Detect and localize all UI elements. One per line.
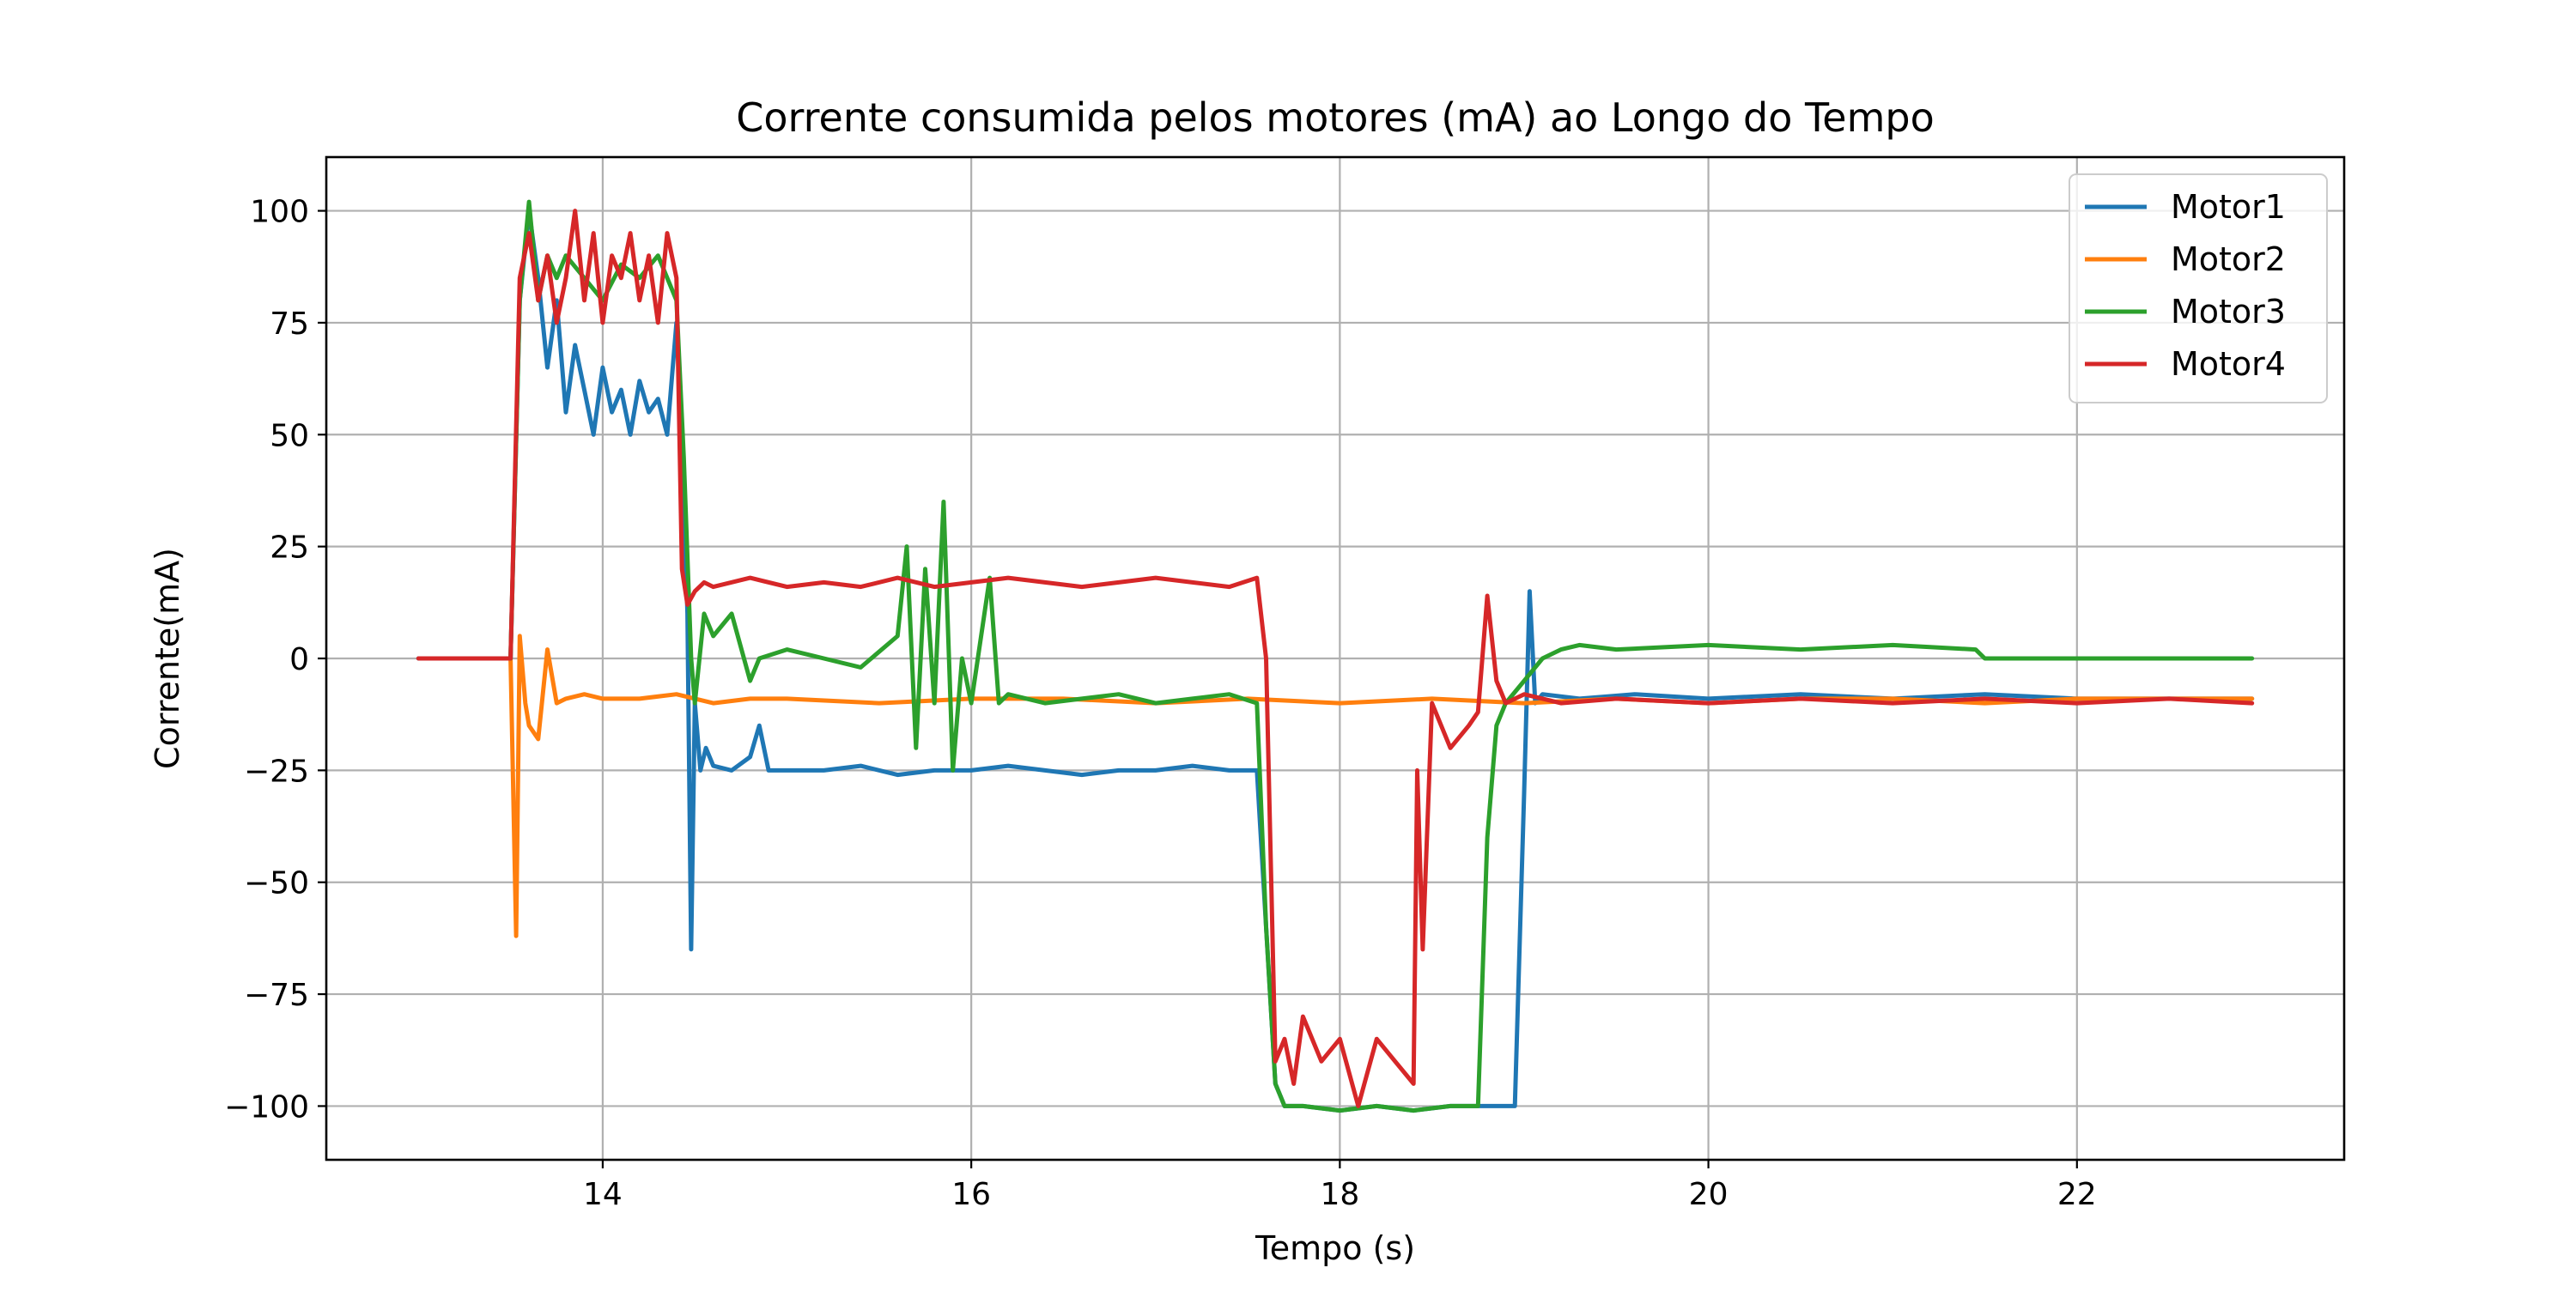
- x-tick-label: 16: [951, 1177, 991, 1212]
- y-tick-label: 0: [289, 642, 309, 677]
- x-tick-label: 22: [2057, 1177, 2097, 1212]
- series-line-motor4: [416, 209, 2255, 1108]
- y-tick-label: 75: [270, 306, 309, 342]
- x-tick-label: 20: [1689, 1177, 1728, 1212]
- legend-label-motor4: Motor4: [2171, 345, 2286, 383]
- legend-label-motor3: Motor3: [2171, 293, 2286, 331]
- y-tick-label: −25: [244, 754, 309, 789]
- y-tick-label: 25: [270, 531, 309, 566]
- series-line-motor3: [508, 199, 2255, 1113]
- y-tick-label: −100: [224, 1089, 309, 1125]
- y-tick-label: −75: [244, 978, 309, 1013]
- legend-box: [2069, 173, 2328, 403]
- x-axis-title: Tempo (s): [1255, 1229, 1415, 1267]
- x-tick-label: 14: [583, 1177, 623, 1212]
- axis-ticks: 14 16 18 20 22 100 75 50 25 0 −25 −50 −75 −100: [224, 195, 2097, 1212]
- legend-label-motor2: Motor2: [2171, 240, 2286, 278]
- y-tick-label: 100: [250, 195, 309, 230]
- y-tick-label: 50: [270, 418, 309, 453]
- y-tick-label: −50: [244, 866, 309, 901]
- legend-label-motor1: Motor1: [2171, 188, 2286, 226]
- chart-title: Corrente consumida pelos motores (mA) ao…: [736, 94, 1934, 141]
- y-axis-title: Corrente(mA): [149, 548, 186, 769]
- legend: Motor1 Motor2 Motor3 Motor4: [2069, 173, 2328, 403]
- series-group: [416, 199, 2255, 1113]
- series-line-motor1: [416, 209, 2255, 1113]
- x-tick-label: 18: [1320, 1177, 1359, 1212]
